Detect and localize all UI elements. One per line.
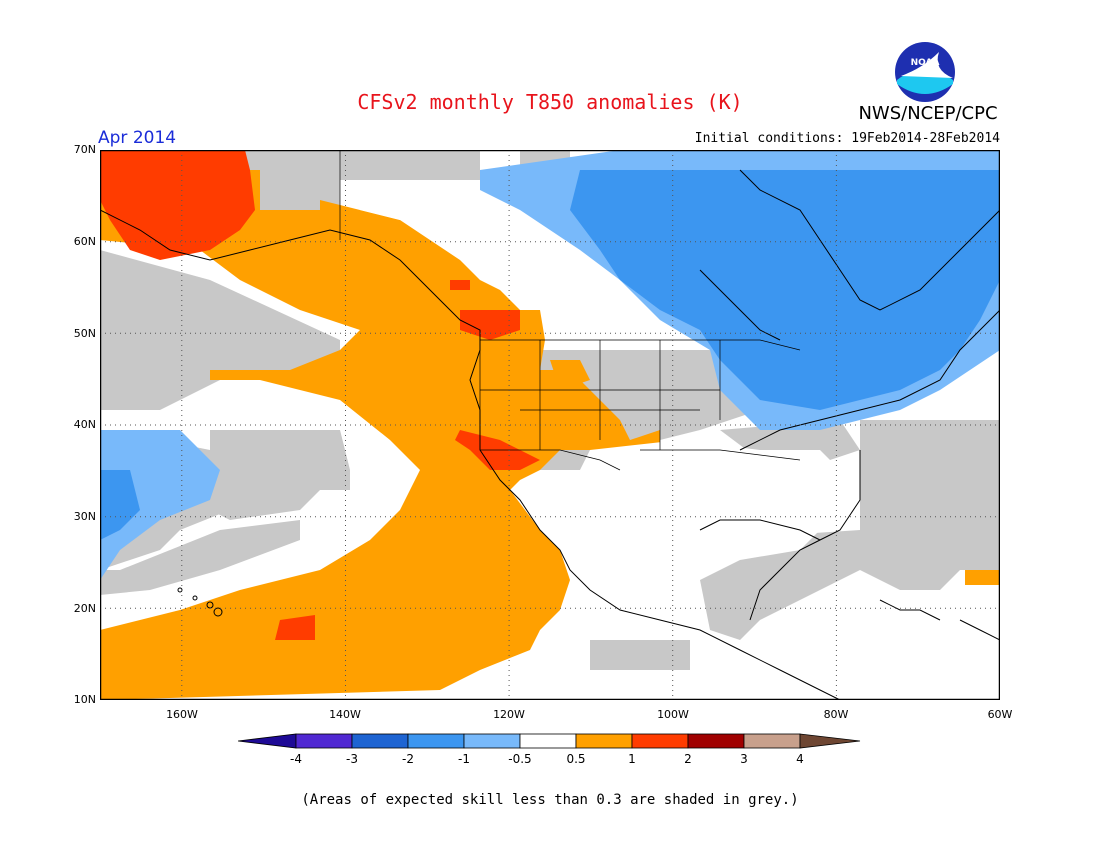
legend-swatch	[631, 733, 689, 749]
legend-arrow-max	[799, 733, 861, 749]
legend-swatch	[519, 733, 577, 749]
legend-label: 0.5	[566, 752, 586, 766]
legend-colorbar	[238, 733, 861, 749]
lon-label-160w: 160W	[166, 708, 198, 721]
lat-label-70n: 70N	[73, 143, 96, 156]
lat-label-60n: 60N	[73, 235, 96, 248]
coastlines	[100, 169, 1000, 700]
anomaly-map	[100, 150, 1000, 700]
map-frame	[100, 150, 1000, 700]
legend-swatch	[295, 733, 353, 749]
lat-label-50n: 50N	[73, 327, 96, 340]
lon-label-100w: 100W	[657, 708, 689, 721]
lat-label-10n: 10N	[73, 693, 96, 706]
legend-swatch	[351, 733, 409, 749]
forecast-month: Apr 2014	[98, 128, 177, 148]
legend-label: -1	[458, 752, 470, 766]
legend-swatch	[687, 733, 745, 749]
initial-conditions: Initial conditions: 19Feb2014-28Feb2014	[694, 131, 1000, 146]
red-anomaly-areas	[100, 150, 540, 640]
lon-label-60w: 60W	[987, 708, 1013, 721]
lon-label-140w: 140W	[329, 708, 361, 721]
legend-label: -2	[402, 752, 414, 766]
legend-swatch	[743, 733, 801, 749]
neutral-areas	[340, 180, 850, 630]
legend-swatch	[575, 733, 633, 749]
political-borders	[339, 150, 801, 471]
skill-note: (Areas of expected skill less than 0.3 a…	[301, 792, 799, 808]
blue-anomaly-areas	[100, 170, 1000, 540]
noaa-logo: NOAA	[893, 40, 957, 108]
map-title: CFSv2 monthly T850 anomalies (K)	[357, 90, 743, 114]
lon-label-120w: 120W	[493, 708, 525, 721]
legend-label: -3	[346, 752, 358, 766]
lon-label-80w: 80W	[823, 708, 849, 721]
legend-arrow-min	[238, 733, 297, 749]
lat-label-20n: 20N	[73, 602, 96, 615]
legend-label: 3	[740, 752, 748, 766]
gridlines	[100, 150, 1000, 700]
legend-swatch	[463, 733, 521, 749]
legend-label: -0.5	[508, 752, 532, 766]
legend-label: -4	[290, 752, 302, 766]
org-label: NWS/NCEP/CPC	[858, 103, 998, 124]
lat-label-40n: 40N	[73, 418, 96, 431]
legend-label: 4	[796, 752, 804, 766]
noaa-logo-text: NOAA	[911, 58, 940, 68]
legend-swatch	[407, 733, 465, 749]
lat-label-30n: 30N	[73, 510, 96, 523]
legend-label: 2	[684, 752, 692, 766]
legend-label: 1	[628, 752, 636, 766]
